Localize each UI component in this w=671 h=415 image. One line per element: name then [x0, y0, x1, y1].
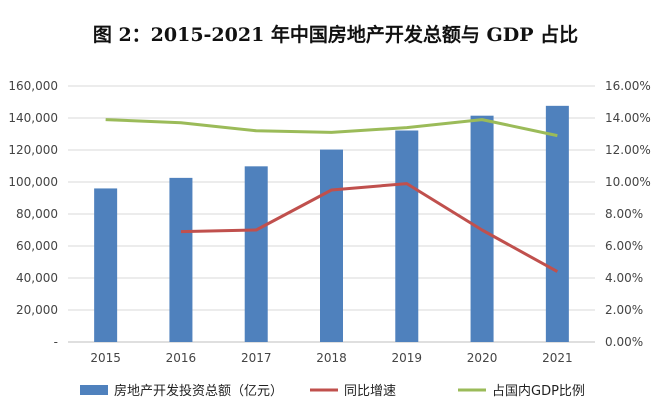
- series-line: [105, 118, 558, 138]
- y-tick-label: -: [54, 335, 58, 349]
- y2-tick-label: 16.00%: [605, 79, 651, 93]
- bar: [395, 130, 419, 342]
- legend-swatch: [80, 385, 108, 395]
- y2-tick-label: 0.00%: [605, 335, 643, 349]
- chart-title: 图 2：2015-2021 年中国房地产开发总额与 GDP 占比: [92, 24, 579, 46]
- x-tick-label: 2015: [90, 351, 121, 365]
- y2-tick-label: 14.00%: [605, 111, 651, 125]
- y-tick-label: 160,000: [8, 79, 58, 93]
- y-tick-label: 40,000: [16, 271, 58, 285]
- y2-tick-label: 8.00%: [605, 207, 643, 221]
- legend-label: 同比增速: [344, 384, 396, 399]
- series-line: [180, 182, 559, 273]
- x-tick-label: 2016: [166, 351, 197, 365]
- x-tick-label: 2020: [467, 351, 498, 365]
- y2-tick-label: 6.00%: [605, 239, 643, 253]
- x-tick-label: 2018: [316, 351, 347, 365]
- bar: [320, 149, 343, 342]
- y2-tick-label: 2.00%: [605, 303, 643, 317]
- y-tick-label: 20,000: [16, 303, 58, 317]
- bar: [94, 188, 118, 342]
- y-tick-label: 120,000: [8, 143, 58, 157]
- legend-label: 占国内GDP比例: [492, 383, 585, 399]
- bar: [545, 105, 569, 343]
- x-tick-label: 2019: [392, 351, 423, 365]
- bar: [169, 177, 193, 342]
- x-tick-label: 2017: [241, 351, 272, 365]
- y2-tick-label: 10.00%: [605, 175, 651, 189]
- legend-label: 房地产开发投资总额（亿元）: [114, 383, 283, 399]
- y-tick-label: 100,000: [8, 175, 58, 189]
- x-tick-label: 2021: [542, 351, 573, 365]
- y-tick-label: 80,000: [16, 207, 58, 221]
- bar: [244, 166, 268, 342]
- y2-tick-label: 4.00%: [605, 271, 643, 285]
- y-tick-label: 60,000: [16, 239, 58, 253]
- y-tick-label: 140,000: [8, 111, 58, 125]
- y2-tick-label: 12.00%: [605, 143, 651, 157]
